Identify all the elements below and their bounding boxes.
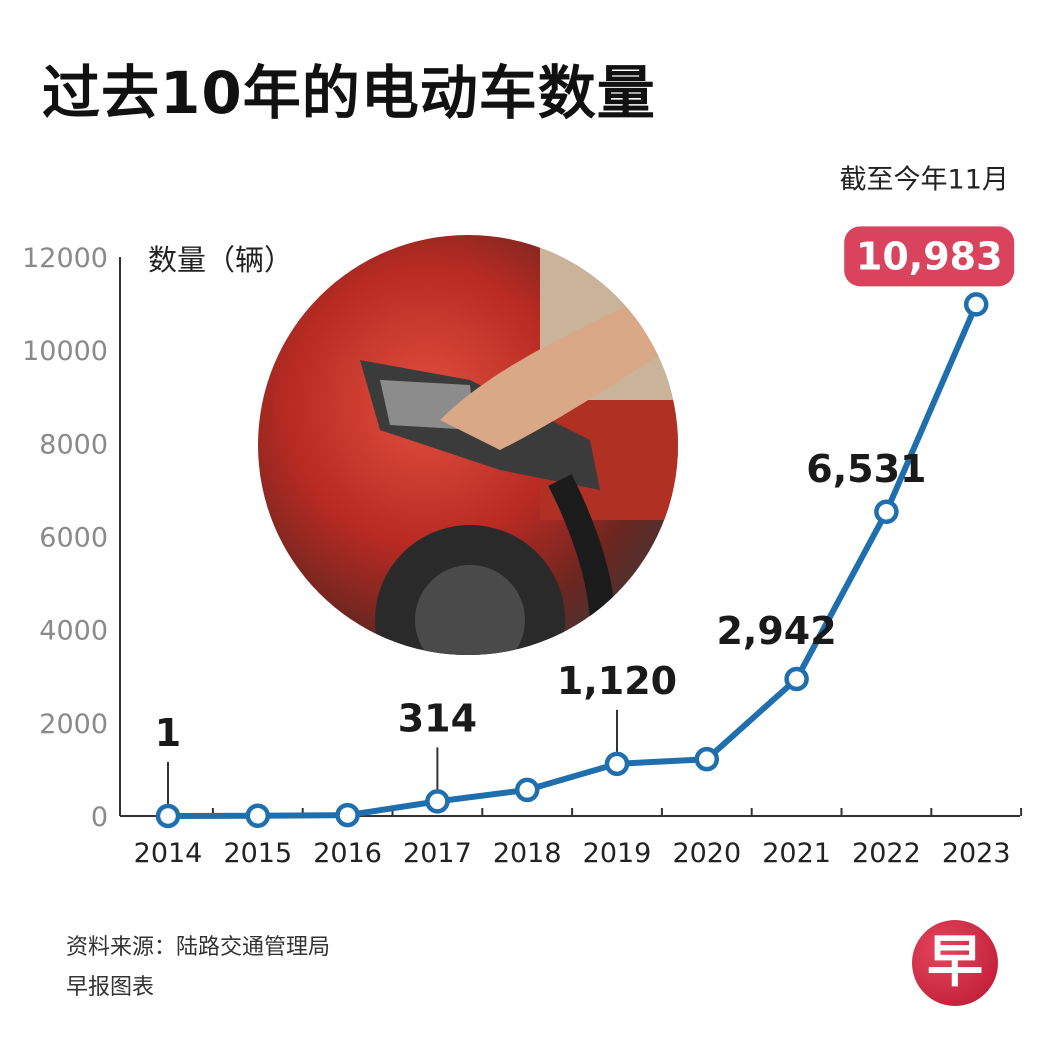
x-tick-label: 2021 xyxy=(762,838,831,869)
y-tick-label: 0 xyxy=(91,802,108,833)
data-point xyxy=(335,802,360,828)
y-tick-label: 10000 xyxy=(22,336,108,367)
data-point xyxy=(514,777,540,803)
y-axis-label: 数量（辆） xyxy=(148,243,293,277)
x-tick-label: 2020 xyxy=(672,838,741,869)
x-tick-label: 2014 xyxy=(134,838,203,869)
x-tick-label: 2017 xyxy=(403,838,472,869)
data-point xyxy=(604,751,630,777)
x-tick-label: 2018 xyxy=(493,838,562,869)
y-tick-label: 8000 xyxy=(39,429,108,460)
x-tick-label: 2015 xyxy=(223,838,292,869)
data-label: 314 xyxy=(398,696,477,740)
x-tick-label: 2019 xyxy=(583,838,652,869)
data-point xyxy=(245,803,271,829)
chart-title: 过去10年的电动车数量 xyxy=(42,59,656,127)
highlight-note: 截至今年11月 xyxy=(840,164,1009,195)
x-axis-ticks: 2014 2015 2016 2017 2018 2019 2020 2021 2022 2023 xyxy=(134,808,1023,869)
credit-text: 早报图表 xyxy=(66,975,155,1000)
x-tick-label: 2023 xyxy=(942,838,1011,869)
data-label: 2,942 xyxy=(716,609,836,653)
source-block: 资料来源：陆路交通管理局 早报图表 xyxy=(66,928,330,1008)
y-tick-label: 2000 xyxy=(39,709,108,740)
data-label: 1 xyxy=(155,711,181,755)
data-point xyxy=(155,803,181,829)
zaobao-logo: 早 xyxy=(912,920,998,1006)
data-labels: 1 314 1,120 2,942 6,531 xyxy=(155,447,927,755)
y-axis-ticks: 0 2000 4000 6000 8000 10000 12000 xyxy=(22,243,108,833)
x-tick-label: 2016 xyxy=(313,838,382,869)
ev-charging-photo xyxy=(258,235,678,655)
x-tick-label: 2022 xyxy=(852,838,921,869)
data-points xyxy=(155,292,989,829)
y-tick-label: 6000 xyxy=(39,523,108,554)
data-point xyxy=(784,666,809,692)
data-point xyxy=(694,746,720,772)
data-point xyxy=(425,789,450,814)
data-label: 1,120 xyxy=(557,659,677,703)
y-tick-label: 12000 xyxy=(22,243,108,274)
source-text: 资料来源：陆路交通管理局 xyxy=(66,935,331,960)
highlight-badge xyxy=(844,226,1015,287)
data-label: 6,531 xyxy=(806,447,926,491)
highlight-value: 10,983 xyxy=(856,234,1003,278)
label-leaders xyxy=(167,709,618,804)
data-point xyxy=(874,499,899,525)
series-line xyxy=(167,303,979,819)
data-point xyxy=(963,292,989,317)
y-tick-label: 4000 xyxy=(39,616,108,647)
